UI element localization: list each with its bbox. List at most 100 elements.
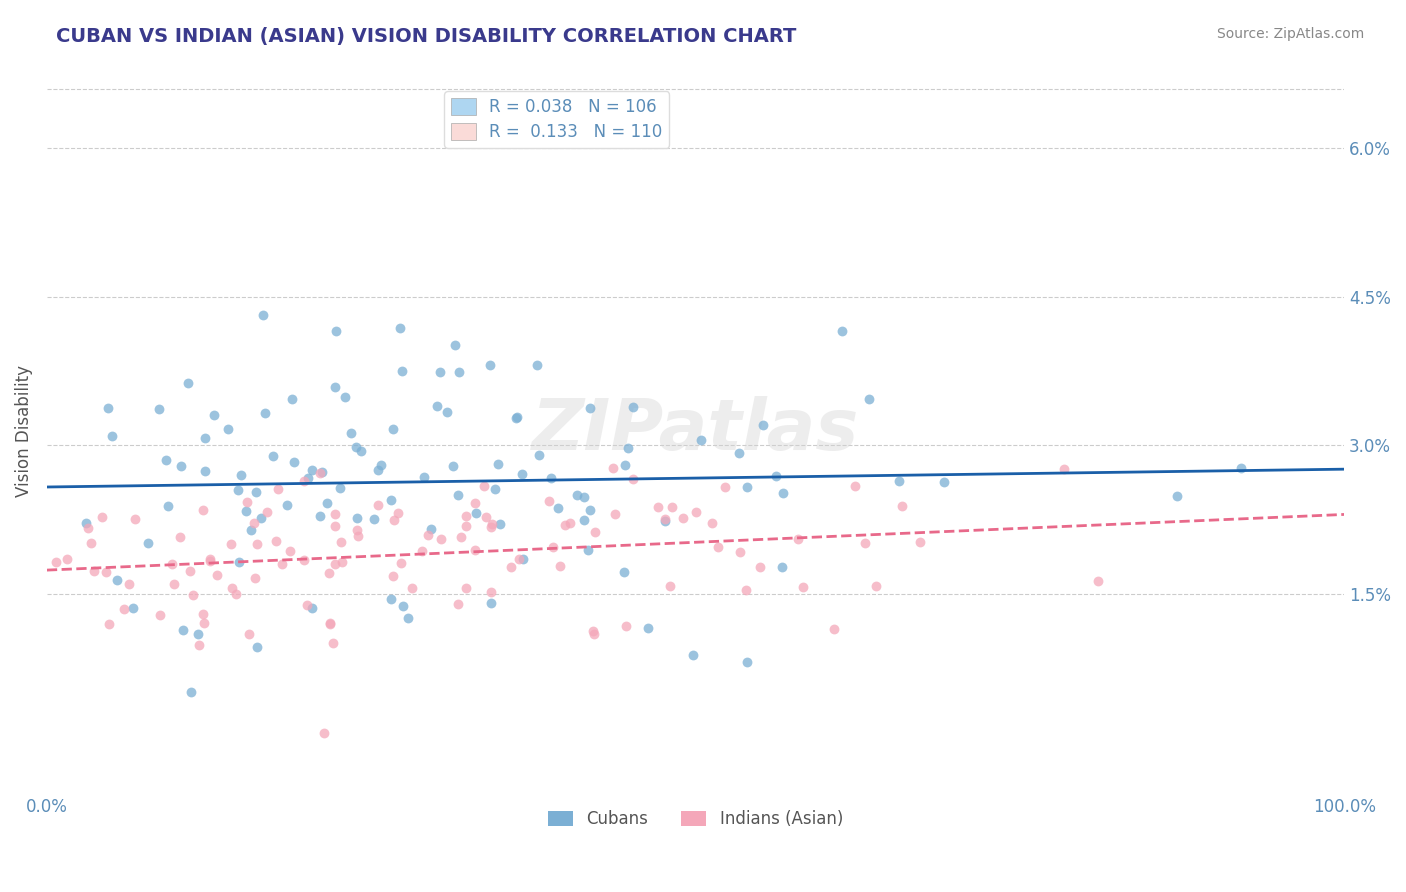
Point bbox=[865, 578, 887, 592]
Point bbox=[276, 498, 298, 512]
Point bbox=[576, 543, 599, 558]
Point bbox=[647, 500, 669, 515]
Point bbox=[329, 481, 352, 495]
Point bbox=[772, 485, 794, 500]
Point bbox=[239, 523, 262, 537]
Point bbox=[392, 599, 415, 614]
Point bbox=[479, 520, 502, 534]
Point bbox=[318, 566, 340, 580]
Point bbox=[614, 619, 637, 633]
Point bbox=[176, 376, 198, 390]
Point bbox=[122, 600, 145, 615]
Point bbox=[489, 516, 512, 531]
Point bbox=[464, 506, 486, 520]
Text: CUBAN VS INDIAN (ASIAN) VISION DISABILITY CORRELATION CHART: CUBAN VS INDIAN (ASIAN) VISION DISABILIT… bbox=[56, 27, 797, 45]
Point bbox=[613, 458, 636, 473]
Point bbox=[582, 624, 605, 638]
Point bbox=[105, 574, 128, 588]
Point bbox=[637, 621, 659, 635]
Point bbox=[413, 470, 436, 484]
Point bbox=[391, 364, 413, 378]
Point bbox=[316, 496, 339, 510]
Point bbox=[370, 458, 392, 472]
Point bbox=[191, 503, 214, 517]
Point bbox=[479, 585, 502, 599]
Point bbox=[198, 554, 221, 568]
Point bbox=[752, 417, 775, 432]
Point bbox=[621, 401, 644, 415]
Point bbox=[1166, 489, 1188, 503]
Point bbox=[181, 588, 204, 602]
Point bbox=[479, 596, 502, 610]
Point bbox=[501, 560, 523, 574]
Point bbox=[770, 560, 793, 574]
Point bbox=[1087, 574, 1109, 589]
Point bbox=[156, 499, 179, 513]
Point bbox=[554, 517, 576, 532]
Point bbox=[765, 469, 787, 483]
Point bbox=[75, 516, 97, 530]
Point bbox=[267, 483, 290, 497]
Point bbox=[380, 493, 402, 508]
Point bbox=[56, 551, 79, 566]
Point bbox=[90, 510, 112, 524]
Point bbox=[180, 685, 202, 699]
Point bbox=[547, 500, 569, 515]
Point bbox=[323, 557, 346, 571]
Point bbox=[97, 616, 120, 631]
Point bbox=[579, 401, 602, 416]
Point bbox=[682, 648, 704, 662]
Point bbox=[228, 555, 250, 569]
Point bbox=[707, 540, 730, 554]
Point bbox=[112, 602, 135, 616]
Point bbox=[579, 503, 602, 517]
Point bbox=[193, 615, 215, 630]
Point bbox=[249, 511, 271, 525]
Point bbox=[527, 448, 550, 462]
Point bbox=[735, 480, 758, 494]
Point bbox=[479, 359, 502, 373]
Point bbox=[387, 506, 409, 520]
Point bbox=[229, 468, 252, 483]
Point bbox=[475, 509, 498, 524]
Point bbox=[526, 358, 548, 372]
Point bbox=[508, 552, 530, 566]
Text: ZIPatlas: ZIPatlas bbox=[531, 396, 859, 465]
Point bbox=[160, 557, 183, 571]
Point bbox=[330, 535, 353, 549]
Point bbox=[382, 513, 405, 527]
Point bbox=[429, 532, 451, 546]
Point bbox=[456, 509, 478, 524]
Point bbox=[292, 474, 315, 488]
Point bbox=[301, 600, 323, 615]
Point bbox=[262, 449, 284, 463]
Point bbox=[389, 321, 412, 335]
Point bbox=[323, 380, 346, 394]
Point bbox=[252, 308, 274, 322]
Point bbox=[344, 440, 367, 454]
Point bbox=[172, 623, 194, 637]
Point bbox=[572, 513, 595, 527]
Point bbox=[253, 406, 276, 420]
Point bbox=[505, 410, 527, 425]
Point bbox=[245, 485, 267, 500]
Point bbox=[426, 399, 449, 413]
Point bbox=[194, 464, 217, 478]
Point bbox=[278, 544, 301, 558]
Point bbox=[311, 465, 333, 479]
Point bbox=[654, 514, 676, 528]
Point bbox=[567, 488, 589, 502]
Point bbox=[312, 726, 335, 740]
Point bbox=[1230, 461, 1253, 475]
Point bbox=[219, 536, 242, 550]
Point bbox=[325, 324, 347, 338]
Point bbox=[198, 552, 221, 566]
Point bbox=[613, 565, 636, 579]
Point bbox=[226, 483, 249, 498]
Point bbox=[221, 582, 243, 596]
Point bbox=[256, 505, 278, 519]
Point bbox=[202, 408, 225, 422]
Point bbox=[80, 535, 103, 549]
Point bbox=[101, 429, 124, 443]
Point bbox=[350, 444, 373, 458]
